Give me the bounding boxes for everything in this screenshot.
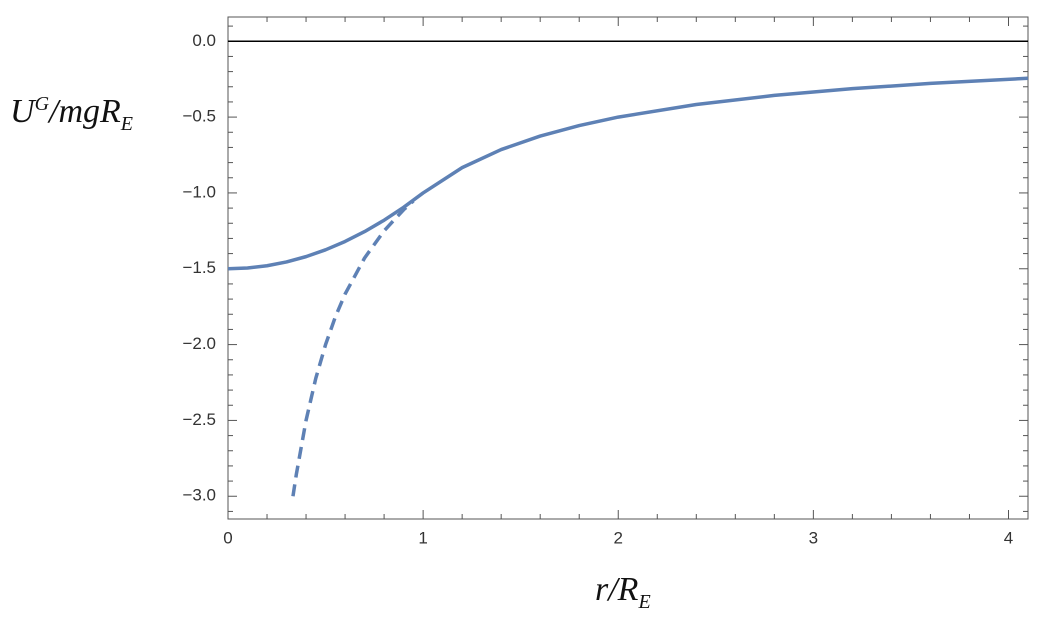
y-tick-label: −1.0 [182,182,216,201]
x-tick-label: 3 [809,528,818,547]
y-label-sub: E [120,113,133,135]
y-label-part: U [10,93,37,130]
series-line [291,199,415,497]
x-axis-label: r/RE [595,571,651,613]
y-axis-label: UG/mgRE [10,93,133,135]
x-tick-label: 4 [1004,528,1013,547]
y-label-part: /mgR [47,93,121,130]
y-tick-label: −2.5 [182,410,216,429]
x-label-part: r/R [595,571,639,608]
x-label-sub: E [637,591,650,613]
y-tick-label: −1.5 [182,258,216,277]
x-tick-label: 0 [223,528,232,547]
y-tick-label: −3.0 [182,486,216,505]
x-tick-label: 1 [418,528,427,547]
series-line [227,76,1029,271]
y-label-sup: G [35,93,50,115]
plot-frame [227,16,1029,520]
x-tick-label: 2 [614,528,623,547]
y-tick-label: −2.0 [182,334,216,353]
y-tick-label: 0.0 [192,31,216,50]
y-tick-label: −0.5 [182,107,216,126]
